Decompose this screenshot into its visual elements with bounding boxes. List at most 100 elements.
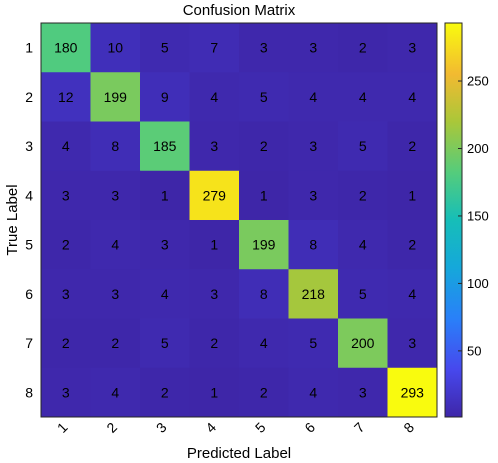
x-tick-label: 2	[103, 419, 120, 436]
cell-value-label: 2	[62, 237, 70, 253]
heatmap-cell	[338, 121, 388, 172]
x-axis-label: Predicted Label	[187, 445, 291, 462]
cell-value-label: 199	[252, 237, 276, 253]
heatmap-cell	[41, 318, 91, 369]
cell-value-label: 4	[62, 138, 70, 154]
cell-value-label: 2	[111, 335, 119, 351]
heatmap-border	[40, 22, 438, 418]
colorbar-tick-label: 200	[467, 141, 489, 156]
cell-value-label: 8	[260, 286, 268, 302]
cell-value-label: 4	[210, 89, 218, 105]
cell-value-label: 5	[359, 138, 367, 154]
heatmap-cell	[239, 318, 289, 369]
y-tick-label: 8	[25, 384, 33, 400]
heatmap-cell	[239, 269, 289, 319]
heatmap-cell	[239, 220, 289, 270]
heatmap-cell	[189, 121, 240, 172]
heatmap-cell	[189, 220, 240, 270]
heatmap-cell	[338, 318, 388, 369]
cell-value-label: 5	[359, 286, 367, 302]
heatmap-cell	[140, 367, 190, 418]
heatmap-cell	[41, 23, 91, 73]
x-tick-labels: 1 2 3 4 5 6 7 8	[54, 419, 417, 436]
cell-value-label: 3	[309, 138, 317, 154]
cell-value-label: 4	[359, 237, 367, 253]
heatmap-cell	[140, 121, 190, 172]
heatmap-cell	[387, 220, 438, 270]
heatmap-cell	[41, 220, 91, 270]
heatmap-cell	[338, 367, 388, 418]
heatmap-cell	[41, 367, 91, 418]
x-tick-label: 4	[202, 419, 219, 436]
heatmap-cell	[387, 170, 438, 221]
colorbar-ticks: 50 100 150 200 250	[458, 74, 489, 358]
cell-value-label: 4	[359, 89, 367, 105]
cell-value-label: 3	[111, 187, 119, 203]
cell-value-label: 185	[153, 138, 177, 154]
heatmap-cell	[239, 170, 289, 221]
cell-value-label: 180	[54, 40, 78, 56]
cell-value-label: 4	[161, 286, 169, 302]
cell-value-label: 3	[408, 40, 416, 56]
cell-value-label: 2	[210, 335, 218, 351]
heatmap-cell	[41, 170, 91, 221]
colorbar-tick-label: 100	[467, 276, 489, 291]
heatmap-cell	[338, 220, 388, 270]
cell-value-label: 293	[401, 384, 425, 400]
cell-value-label: 9	[161, 89, 169, 105]
cell-value-label: 2	[260, 138, 268, 154]
cell-value-label: 2	[408, 237, 416, 253]
heatmap-cell	[387, 72, 438, 122]
heatmap-cell	[90, 23, 141, 73]
cell-value-label: 3	[62, 187, 70, 203]
cell-value-label: 1	[260, 187, 268, 203]
y-tick-label: 7	[25, 335, 33, 351]
heatmap-cell	[288, 72, 339, 122]
heatmap-cell	[387, 23, 438, 73]
y-axis-label: True Label	[4, 184, 21, 255]
heatmap-cell	[338, 170, 388, 221]
heatmap-cell	[189, 23, 240, 73]
colorbar	[444, 22, 463, 418]
cell-value-label: 3	[309, 40, 317, 56]
cell-value-label: 2	[359, 187, 367, 203]
cell-value-label: 4	[309, 384, 317, 400]
cell-value-label: 4	[260, 335, 268, 351]
cell-value-label: 3	[161, 237, 169, 253]
cell-value-label: 3	[210, 138, 218, 154]
heatmap-cell	[140, 72, 190, 122]
colorbar-tick-label: 250	[467, 74, 489, 89]
heatmap-cell	[189, 318, 240, 369]
heatmap-cells: 180 10 5 7 3 3 2 312 199 9 4 5 4 4 44 8 185 3 2 3 5 23 3 1 279 1 3…	[41, 23, 438, 418]
heatmap-cell	[189, 269, 240, 319]
heatmap-cell	[41, 72, 91, 122]
cell-value-label: 1	[210, 384, 218, 400]
heatmap-cell	[140, 23, 190, 73]
heatmap-cell	[90, 367, 141, 418]
cell-value-label: 1	[161, 187, 169, 203]
cell-value-label: 4	[309, 89, 317, 105]
cell-value-label: 3	[309, 187, 317, 203]
cell-value-label: 3	[359, 384, 367, 400]
x-tick-label: 8	[400, 419, 417, 436]
heatmap-cell	[90, 318, 141, 369]
y-tick-label: 2	[25, 89, 33, 105]
y-tick-label: 3	[25, 138, 33, 154]
heatmap-cell	[288, 220, 339, 270]
heatmap-cell	[90, 121, 141, 172]
heatmap-cell	[387, 121, 438, 172]
cell-value-label: 2	[161, 384, 169, 400]
heatmap-cell	[387, 318, 438, 369]
heatmap-cell	[288, 170, 339, 221]
heatmap-cell	[338, 269, 388, 319]
cell-value-label: 2	[62, 335, 70, 351]
heatmap-cell	[189, 72, 240, 122]
x-tick-label: 3	[153, 419, 170, 436]
cell-value-label: 4	[408, 286, 416, 302]
heatmap-cell	[288, 23, 339, 73]
cell-value-label: 5	[309, 335, 317, 351]
cell-value-label: 8	[309, 237, 317, 253]
cell-value-label: 199	[104, 89, 128, 105]
heatmap-cell	[239, 23, 289, 73]
